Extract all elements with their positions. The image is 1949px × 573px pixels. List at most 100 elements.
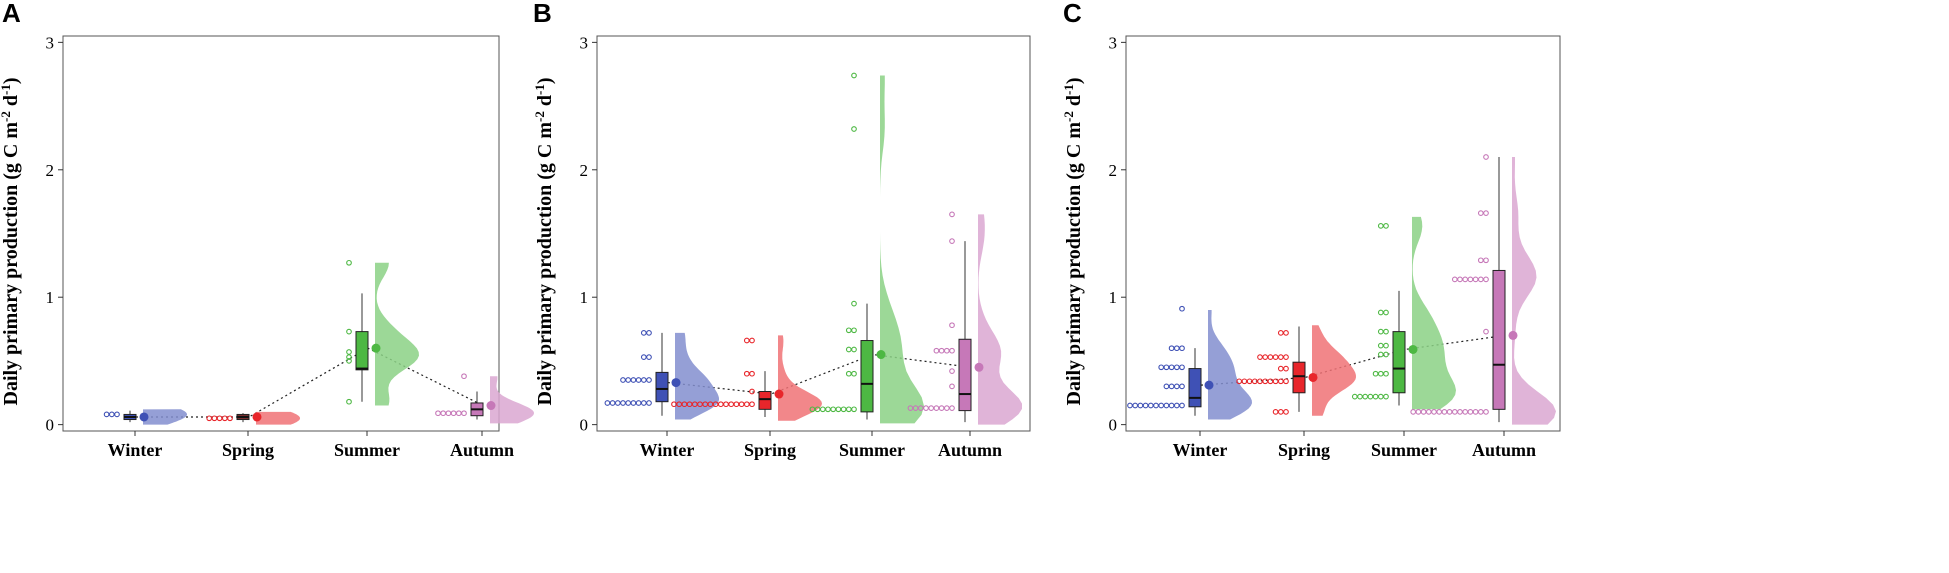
data-point [749, 337, 755, 344]
data-point [1377, 393, 1384, 400]
series-spring [671, 335, 822, 421]
y-tick-label: 3 [1109, 33, 1118, 52]
data-point [346, 398, 352, 405]
data-point [206, 415, 213, 422]
data-point [445, 410, 452, 417]
y-tick-label: 2 [580, 161, 589, 180]
series-summer [809, 72, 924, 424]
data-point [738, 401, 745, 408]
data-point [435, 410, 441, 417]
y-tick-label: 3 [580, 33, 589, 52]
x-tick-label: Autumn [1472, 440, 1536, 460]
data-point [227, 415, 233, 422]
box [1188, 368, 1202, 408]
box [758, 391, 772, 410]
data-point [1173, 364, 1180, 371]
data-point [671, 401, 677, 408]
violin-winter [1208, 309, 1252, 420]
violin-spring [1312, 325, 1356, 416]
x-tick-label: Spring [222, 440, 274, 460]
data-point [949, 368, 955, 374]
data-point [1483, 409, 1489, 415]
data-point [1367, 393, 1374, 400]
data-point [1168, 383, 1175, 390]
mean-marker [1308, 372, 1318, 382]
data-point [907, 405, 914, 411]
data-point [912, 405, 919, 411]
data-point [1283, 409, 1289, 415]
data-point [845, 406, 852, 413]
data-point [851, 300, 857, 307]
data-point [1383, 351, 1389, 358]
data-point [450, 410, 457, 417]
panel-c: C 0 1 2 3 Daily primary production (g C m-2 d… [1061, 0, 1561, 460]
data-point [1467, 409, 1474, 415]
data-point [1483, 328, 1489, 335]
data-point [1377, 370, 1384, 377]
data-point [646, 330, 652, 336]
data-point [749, 388, 755, 395]
data-point [1267, 354, 1274, 360]
series-spring [206, 411, 300, 425]
x-tick-label: Winter [1173, 440, 1228, 460]
data-point [1267, 378, 1274, 385]
data-point [1472, 409, 1479, 415]
violin-autumn [490, 376, 534, 424]
data-point [1462, 276, 1469, 283]
data-point [749, 401, 755, 408]
data-point [1251, 378, 1258, 385]
data-point [646, 354, 652, 360]
box [958, 338, 972, 412]
data-point [1383, 223, 1389, 229]
data-point [819, 406, 826, 413]
data-point [1127, 402, 1133, 409]
data-point [733, 401, 740, 408]
data-point [830, 406, 837, 413]
x-tick-label: Spring [1278, 440, 1330, 460]
data-point [933, 347, 940, 354]
series-summer [346, 259, 419, 406]
mean-marker [974, 362, 984, 372]
data-point [933, 405, 940, 411]
series-winter [1127, 305, 1252, 420]
data-point [707, 401, 714, 408]
data-point [1262, 354, 1269, 360]
data-point [686, 401, 693, 408]
data-point [949, 211, 955, 218]
data-point [1483, 210, 1489, 216]
violin-summer [375, 262, 419, 406]
data-point [943, 405, 950, 411]
data-point [1372, 393, 1379, 400]
y-tick-label: 0 [1109, 416, 1118, 435]
data-point [646, 400, 652, 406]
data-point [851, 406, 857, 413]
data-point [697, 401, 703, 408]
data-point [1277, 330, 1284, 336]
data-point [1383, 342, 1389, 349]
mean-marker [774, 389, 784, 399]
data-point [630, 377, 637, 383]
data-point [702, 401, 709, 408]
data-point [1477, 409, 1484, 415]
data-point [1477, 257, 1484, 264]
data-point [923, 405, 929, 411]
data-point [676, 401, 683, 408]
data-point [681, 401, 688, 408]
violin-winter [675, 332, 719, 420]
data-point [346, 259, 352, 266]
box [1492, 269, 1506, 410]
y-axis-label: Daily primary production (g C m-2 d-1) [1061, 78, 1085, 406]
data-point [1383, 309, 1389, 316]
x-tick-label: Autumn [450, 440, 514, 460]
box [1392, 331, 1406, 394]
data-point [814, 406, 821, 413]
data-point [1153, 402, 1159, 409]
data-point [1377, 223, 1384, 229]
data-point [640, 330, 647, 336]
data-point [1357, 393, 1363, 400]
box [355, 331, 369, 371]
violin-summer [880, 75, 924, 424]
data-point [1362, 393, 1369, 400]
data-point [691, 401, 698, 408]
